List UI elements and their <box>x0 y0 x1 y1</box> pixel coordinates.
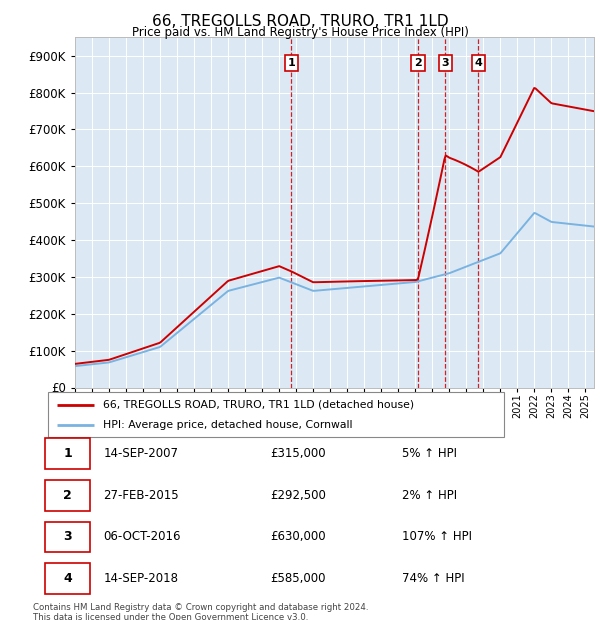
Text: 27-FEB-2015: 27-FEB-2015 <box>103 489 179 502</box>
Text: 2% ↑ HPI: 2% ↑ HPI <box>402 489 457 502</box>
Text: Price paid vs. HM Land Registry's House Price Index (HPI): Price paid vs. HM Land Registry's House … <box>131 26 469 39</box>
Text: £630,000: £630,000 <box>270 531 325 544</box>
Text: 3: 3 <box>442 58 449 68</box>
Text: 4: 4 <box>63 572 72 585</box>
Text: £315,000: £315,000 <box>270 448 325 461</box>
Text: 74% ↑ HPI: 74% ↑ HPI <box>402 572 464 585</box>
Text: Contains HM Land Registry data © Crown copyright and database right 2024.
This d: Contains HM Land Registry data © Crown c… <box>33 603 368 620</box>
Text: 4: 4 <box>475 58 482 68</box>
Text: 1: 1 <box>63 448 72 461</box>
Text: £585,000: £585,000 <box>270 572 325 585</box>
Text: 66, TREGOLLS ROAD, TRURO, TR1 1LD (detached house): 66, TREGOLLS ROAD, TRURO, TR1 1LD (detac… <box>103 399 414 410</box>
FancyBboxPatch shape <box>46 438 90 469</box>
Text: 1: 1 <box>287 58 295 68</box>
Text: 5% ↑ HPI: 5% ↑ HPI <box>402 448 457 461</box>
Text: HPI: Average price, detached house, Cornwall: HPI: Average price, detached house, Corn… <box>103 420 352 430</box>
Text: 107% ↑ HPI: 107% ↑ HPI <box>402 531 472 544</box>
Text: 14-SEP-2018: 14-SEP-2018 <box>103 572 178 585</box>
FancyBboxPatch shape <box>46 563 90 594</box>
Text: 06-OCT-2016: 06-OCT-2016 <box>103 531 181 544</box>
Text: 3: 3 <box>63 531 72 544</box>
Text: £292,500: £292,500 <box>270 489 326 502</box>
Text: 2: 2 <box>63 489 72 502</box>
FancyBboxPatch shape <box>46 480 90 511</box>
Text: 2: 2 <box>414 58 422 68</box>
Text: 14-SEP-2007: 14-SEP-2007 <box>103 448 178 461</box>
FancyBboxPatch shape <box>46 521 90 552</box>
Text: 66, TREGOLLS ROAD, TRURO, TR1 1LD: 66, TREGOLLS ROAD, TRURO, TR1 1LD <box>152 14 448 29</box>
